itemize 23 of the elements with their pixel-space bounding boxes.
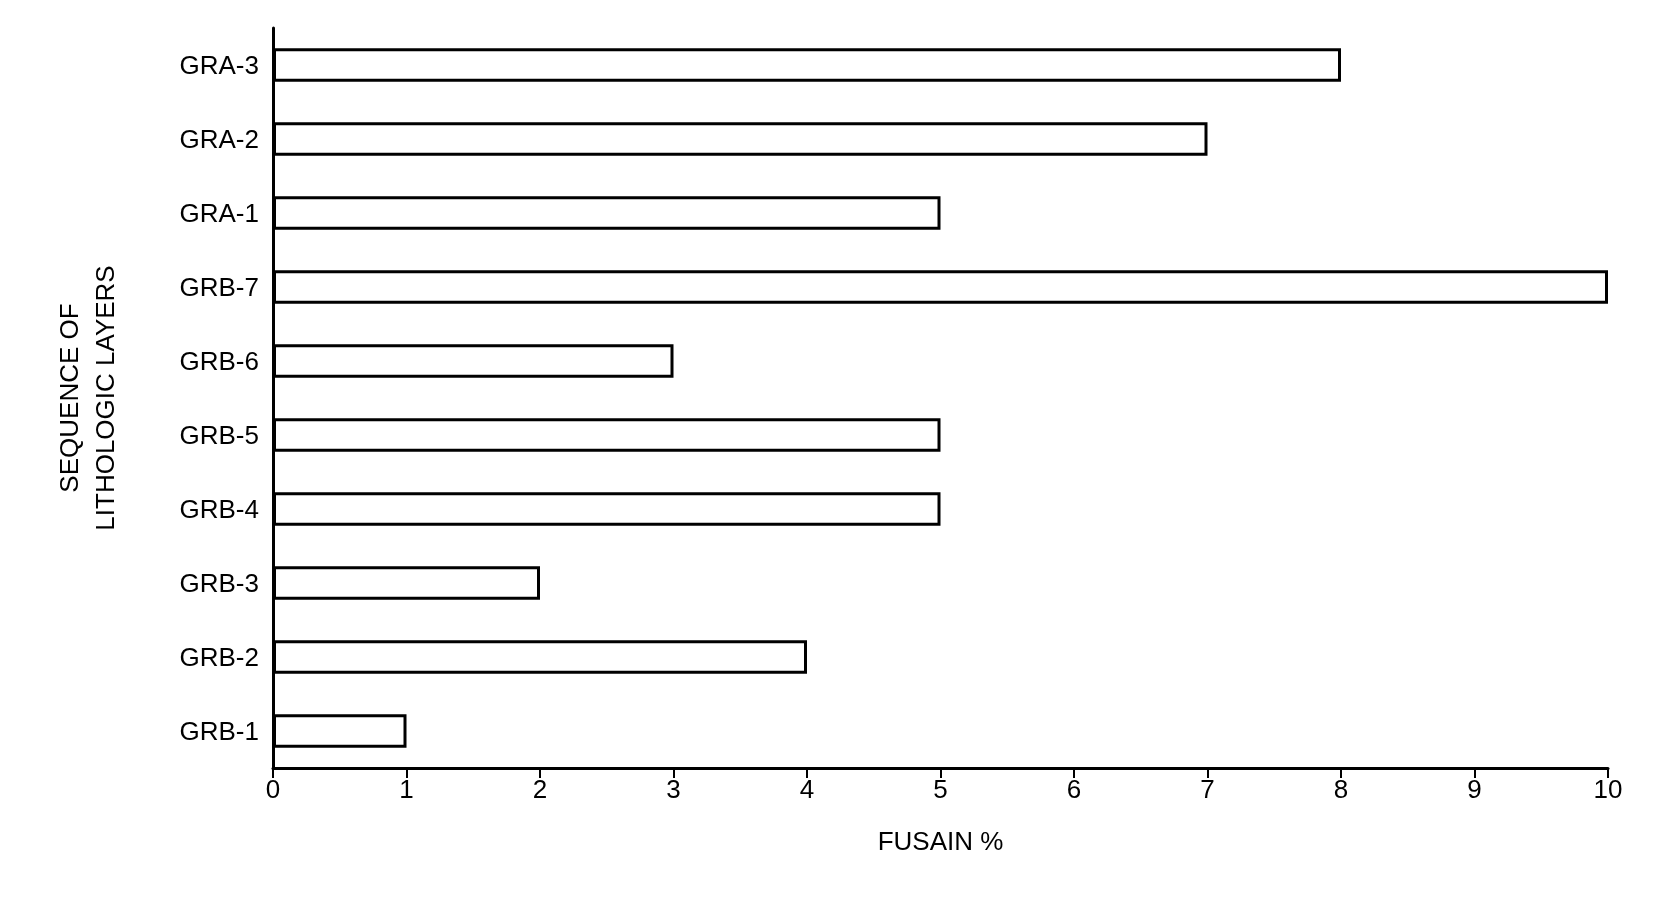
x-tick-label: 3: [666, 774, 681, 804]
y-tick-label: GRB-2: [179, 642, 259, 672]
x-tick-label: 9: [1467, 774, 1482, 804]
x-tick-label: 5: [933, 774, 948, 804]
x-tick-label: 4: [799, 774, 815, 804]
x-tick-label: 2: [532, 774, 548, 804]
x-tick-label: 10: [1593, 774, 1623, 804]
y-tick-label: GRB-7: [179, 272, 259, 302]
x-tick-label: 0: [265, 774, 281, 804]
x-axis-title: FUSAIN %: [877, 826, 1004, 856]
x-tick-label: 8: [1333, 774, 1349, 804]
x-tick-label: 6: [1066, 774, 1082, 804]
y-tick-label: GRB-5: [179, 420, 259, 450]
x-tick-label: 1: [399, 774, 414, 804]
y-tick-label: GRB-4: [179, 494, 259, 524]
y-tick-label: GRB-1: [179, 716, 259, 746]
y-tick-label: GRB-3: [179, 568, 259, 598]
y-tick-label: GRB-6: [179, 346, 259, 376]
y-tick-label: GRA-1: [179, 198, 259, 228]
y-axis-title: SEQUENCE OF LITHOLOGIC LAYERS: [54, 265, 120, 531]
y-tick-label: GRA-2: [179, 124, 259, 154]
x-tick-label: 7: [1200, 774, 1215, 804]
y-tick-label: GRA-3: [179, 50, 259, 80]
